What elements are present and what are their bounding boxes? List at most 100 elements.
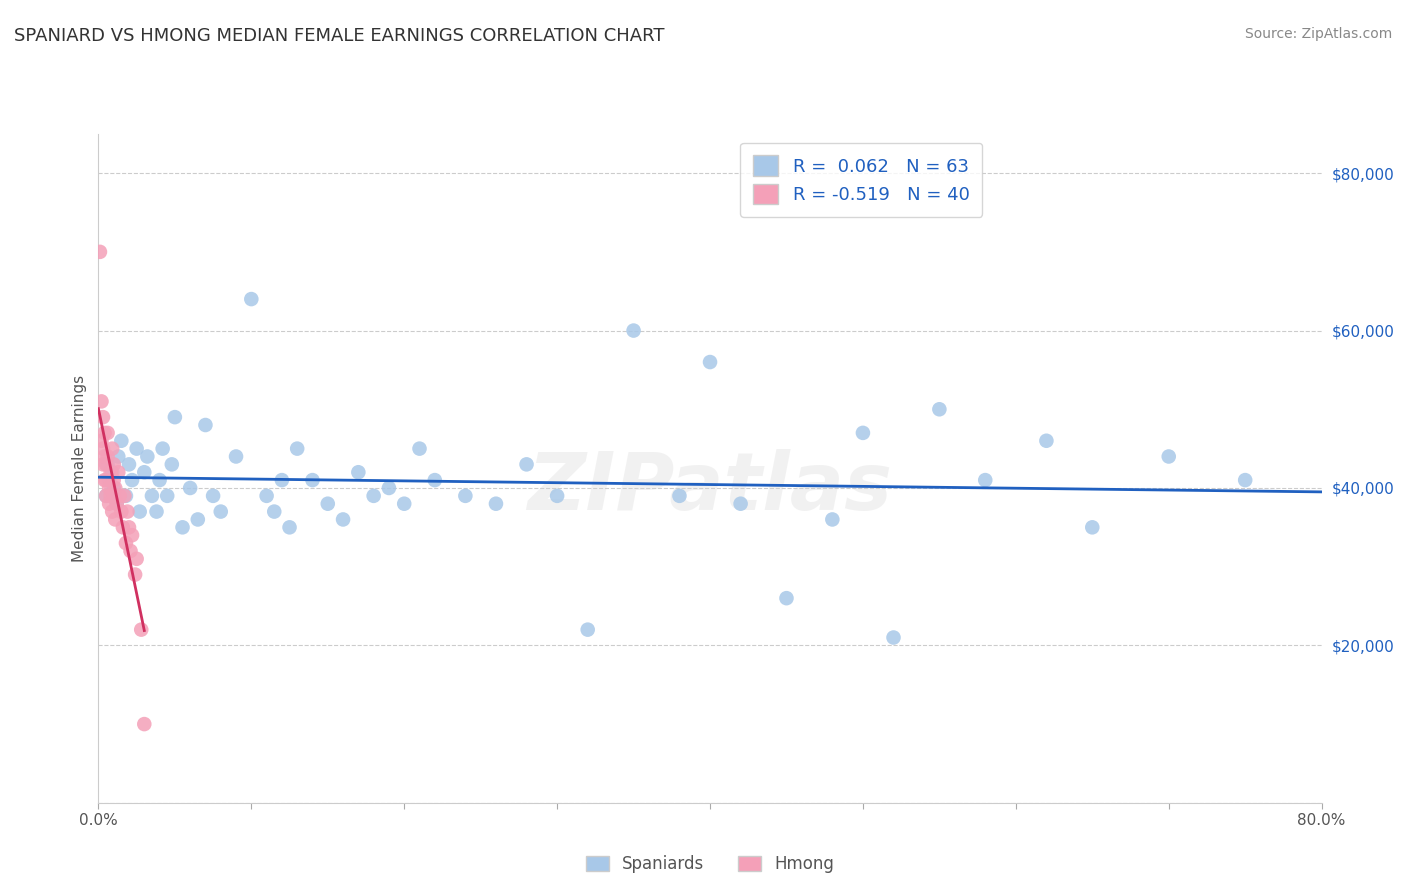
Point (101, 465, 124, 479)
Point (94, 489, 117, 503)
Point (107, 465, 129, 479)
Point (115, 536, 138, 550)
Point (94, 473, 117, 487)
Point (623, 324, 645, 338)
Point (172, 520, 194, 534)
Point (111, 520, 134, 534)
Point (160, 458, 183, 472)
Point (546, 489, 568, 503)
Point (91, 442, 114, 456)
Point (347, 465, 370, 479)
Point (93, 473, 115, 487)
Point (101, 442, 124, 456)
Point (852, 425, 875, 440)
Point (91, 410, 114, 425)
Point (97, 425, 120, 440)
Point (668, 489, 690, 503)
Point (134, 465, 156, 479)
Point (115, 489, 138, 503)
Point (93, 450, 115, 464)
Point (118, 520, 141, 534)
Point (120, 544, 142, 558)
Point (94, 458, 117, 472)
Point (209, 505, 232, 519)
Point (93, 425, 115, 440)
Point (105, 497, 128, 511)
Legend: Spaniards, Hmong: Spaniards, Hmong (578, 847, 842, 881)
Point (516, 458, 538, 472)
Point (141, 489, 163, 503)
Point (928, 402, 950, 417)
Point (100, 489, 122, 503)
Point (90, 394, 112, 409)
Point (285, 442, 308, 456)
Point (485, 497, 508, 511)
Point (699, 355, 721, 369)
Point (105, 497, 128, 511)
Point (103, 481, 125, 495)
Point (90, 434, 112, 448)
Point (118, 458, 141, 472)
Point (316, 497, 339, 511)
Point (117, 505, 139, 519)
Point (149, 473, 172, 487)
Point (110, 434, 132, 448)
Point (423, 473, 446, 487)
Point (1035, 434, 1057, 448)
Point (129, 623, 152, 637)
Point (104, 481, 127, 495)
Point (730, 497, 752, 511)
Point (89, 244, 111, 259)
Point (821, 512, 844, 526)
Point (883, 631, 905, 645)
Point (100, 465, 122, 479)
Point (179, 481, 201, 495)
Point (125, 442, 148, 456)
Point (270, 473, 292, 487)
Point (97, 450, 120, 464)
Point (408, 442, 430, 456)
Point (125, 551, 148, 566)
Point (775, 591, 797, 606)
Point (156, 489, 179, 503)
Point (103, 458, 125, 472)
Point (974, 473, 997, 487)
Point (112, 489, 135, 503)
Point (124, 567, 146, 582)
Point (301, 473, 323, 487)
Point (101, 505, 124, 519)
Point (392, 497, 416, 511)
Point (103, 489, 125, 503)
Point (128, 505, 150, 519)
Point (263, 505, 285, 519)
Point (576, 623, 599, 637)
Point (98, 473, 121, 487)
Point (1234, 473, 1257, 487)
Point (278, 520, 301, 534)
Point (225, 450, 247, 464)
Point (332, 512, 354, 526)
Point (91, 458, 114, 472)
Point (98, 497, 121, 511)
Point (152, 442, 174, 456)
Point (103, 473, 125, 487)
Point (110, 505, 132, 519)
Text: SPANIARD VS HMONG MEDIAN FEMALE EARNINGS CORRELATION CHART: SPANIARD VS HMONG MEDIAN FEMALE EARNINGS… (14, 27, 665, 45)
Point (363, 489, 385, 503)
Point (94, 489, 117, 503)
Point (121, 473, 143, 487)
Point (163, 410, 186, 425)
Point (104, 512, 127, 526)
Point (134, 717, 156, 731)
Point (1081, 520, 1104, 534)
Point (454, 489, 477, 503)
Point (187, 512, 209, 526)
Point (145, 505, 167, 519)
Point (194, 417, 217, 432)
Point (1157, 450, 1180, 464)
Point (240, 292, 263, 306)
Point (121, 528, 143, 542)
Point (98, 481, 121, 495)
Y-axis label: Median Female Earnings: Median Female Earnings (72, 375, 87, 562)
Point (108, 489, 131, 503)
